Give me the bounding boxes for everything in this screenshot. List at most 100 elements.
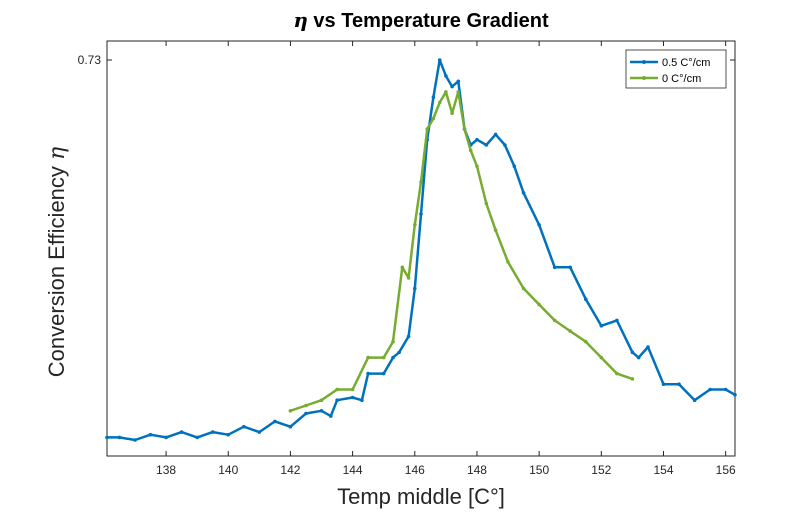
series-0-point-34: [475, 137, 479, 142]
series-0-point-24: [413, 286, 417, 291]
series-0-point-27: [431, 95, 436, 99]
series-0-point-35: [484, 143, 489, 147]
series-0-point-25: [419, 212, 423, 216]
x-tick-label-8: 154: [653, 463, 673, 477]
series-0-point-22: [397, 350, 402, 355]
series-1-point-10: [413, 223, 417, 227]
chart-title: η vs Temperature Gradient: [293, 8, 549, 32]
series-0-point-53: [723, 387, 728, 392]
series-1-point-2: [319, 398, 324, 403]
series-0-point-2: [133, 438, 137, 442]
series-1-point-7: [391, 339, 395, 344]
legend: 0.5 C°/cm 0 C°/cm: [625, 49, 727, 89]
series-1-point-14: [437, 100, 442, 105]
x-tick-label-2: 142: [280, 463, 300, 477]
series-1-point-28: [584, 339, 588, 344]
series-1-point-20: [475, 164, 479, 169]
series-0-point-18: [360, 398, 364, 403]
legend-marker-1: [642, 76, 646, 80]
series-1-point-31: [630, 377, 635, 381]
series-0-point-49: [661, 382, 666, 387]
series-0-point-28: [437, 58, 442, 62]
series-0-point-9: [242, 424, 246, 429]
series-0-point-14: [319, 409, 324, 413]
series-0-point-23: [406, 334, 411, 339]
series-0-point-20: [381, 371, 386, 376]
series-1-point-25: [537, 302, 541, 307]
series-0-point-44: [599, 324, 604, 328]
x-tick-label-0: 138: [156, 463, 176, 477]
series-line-1: [289, 90, 634, 413]
series-0-point-19: [366, 371, 370, 376]
series-1-point-22: [493, 228, 498, 232]
series-0-point-13: [304, 411, 308, 416]
series-0-point-3: [148, 432, 153, 437]
series-0-point-11: [273, 419, 277, 424]
series-0-point-17: [350, 395, 355, 400]
series-1-point-4: [350, 387, 355, 392]
x-tick-label-6: 150: [529, 463, 549, 477]
series-1-point-3: [335, 387, 339, 392]
series-0-point-10: [257, 430, 262, 434]
x-tick-label-4: 146: [405, 463, 425, 477]
series-0-point-1: [117, 435, 122, 440]
series-0-point-46: [630, 350, 635, 355]
series-1-point-12: [425, 127, 430, 131]
series-1-point-26: [552, 318, 557, 323]
series-1-point-23: [506, 260, 510, 264]
series-1-point-24: [521, 286, 526, 291]
series-1-point-0: [288, 409, 293, 413]
series-1-point-27: [568, 329, 572, 333]
series-1-point-18: [462, 127, 467, 131]
legend-label-1: 0 C°/cm: [662, 73, 701, 85]
series-0-point-15: [329, 414, 333, 418]
series-0-point-0: [105, 435, 109, 440]
series-1-point-8: [400, 265, 405, 270]
series-0-point-37: [503, 143, 507, 147]
series-0-point-48: [646, 345, 650, 349]
series-0-point-5: [179, 430, 184, 434]
legend-marker-0: [642, 60, 646, 64]
y-axis: 0.73: [78, 53, 735, 67]
series-0-point-50: [677, 382, 681, 387]
x-tick-label-7: 152: [591, 463, 611, 477]
series-0-point-40: [537, 223, 541, 227]
series-0-point-4: [164, 435, 168, 440]
x-tick-label-1: 140: [218, 463, 238, 477]
series-0-point-29: [444, 74, 448, 78]
series-1-point-1: [304, 403, 308, 408]
series-0-point-8: [226, 432, 230, 437]
legend-label-0: 0.5 C°/cm: [662, 57, 710, 69]
series-0-point-7: [210, 430, 215, 434]
series-1-point-5: [366, 355, 370, 360]
series-0-point-16: [335, 398, 339, 403]
series-1-point-17: [456, 90, 461, 94]
series-1-point-6: [381, 355, 386, 360]
series-1-point-19: [468, 148, 473, 153]
series-0-point-21: [391, 355, 395, 360]
series-0-point-54: [733, 393, 737, 397]
series-0-point-39: [521, 191, 526, 195]
series-0-point-41: [552, 265, 557, 270]
series-0-point-42: [568, 265, 572, 270]
y-tick-label-0: 0.73: [78, 53, 102, 67]
series-0-point-30: [450, 84, 454, 89]
series-0-point-52: [708, 387, 712, 392]
series-1-point-21: [484, 201, 489, 206]
series-0-point-38: [512, 164, 517, 169]
x-tick-label-3: 144: [343, 463, 363, 477]
series-1-point-16: [450, 111, 454, 115]
x-tick-label-5: 148: [467, 463, 487, 477]
series-0-point-51: [692, 398, 697, 403]
series-0-point-36: [493, 132, 498, 137]
series-0-point-43: [584, 297, 588, 302]
plot-background: [106, 40, 736, 457]
series-layer: [105, 58, 737, 442]
series-1-point-13: [431, 116, 436, 121]
x-tick-label-9: 156: [716, 463, 736, 477]
series-1-point-9: [406, 276, 411, 280]
series-0-point-6: [195, 435, 199, 440]
series-0-point-12: [288, 424, 293, 429]
series-1-point-29: [599, 355, 604, 360]
